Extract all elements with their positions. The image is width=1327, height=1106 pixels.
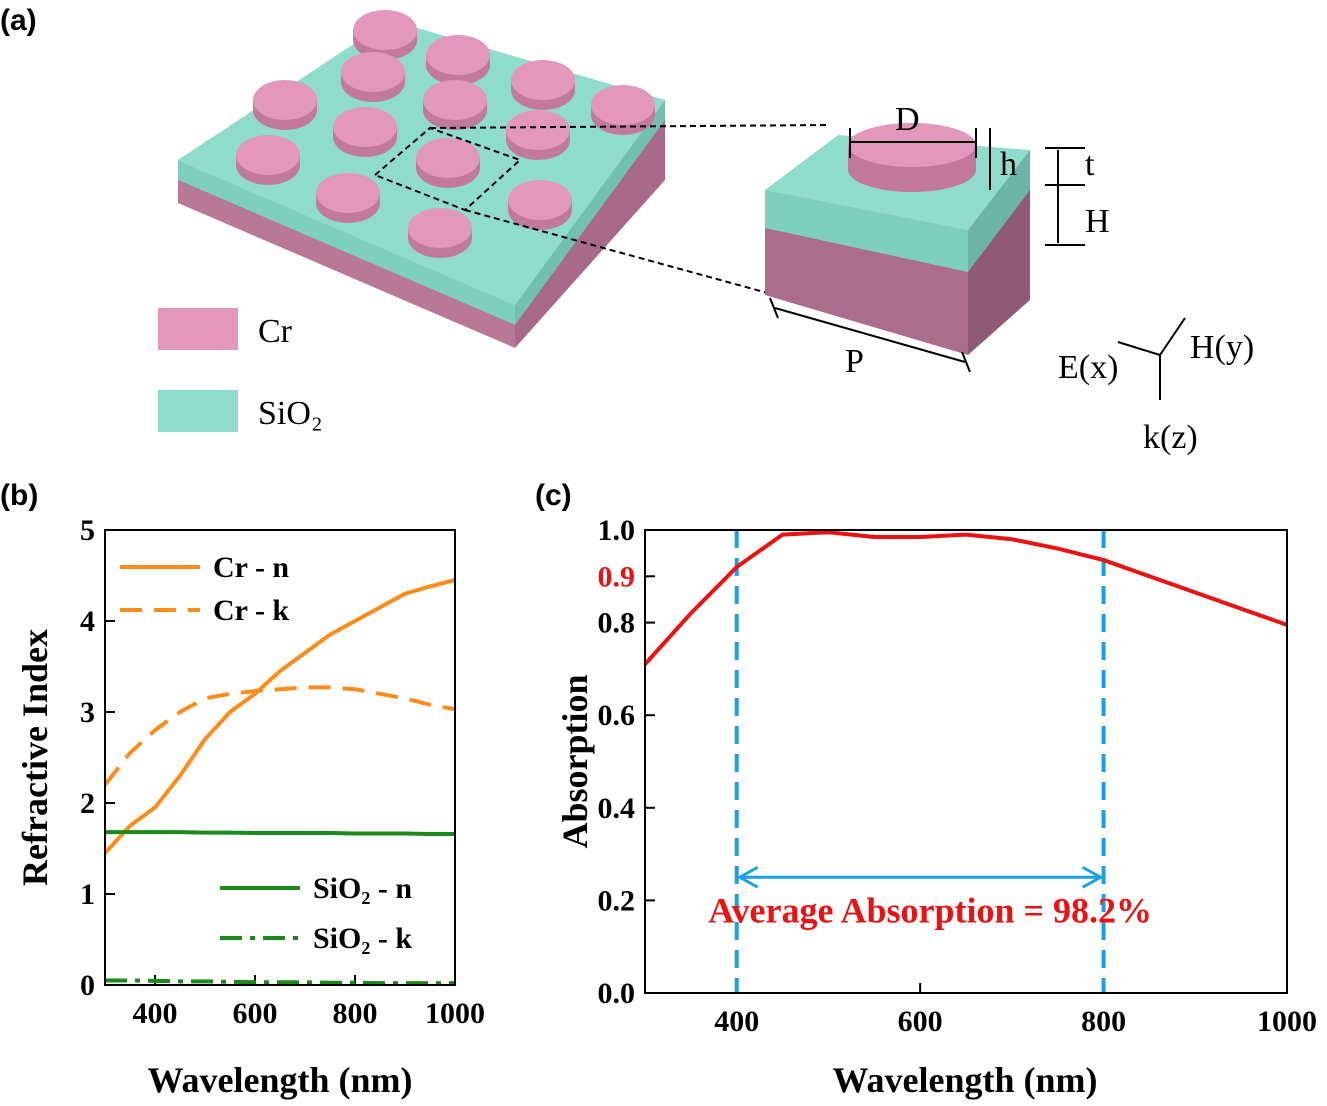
legend-swatch	[158, 390, 238, 432]
dim-label: h	[1000, 146, 1017, 183]
charts: (b) 0 1 2 3 4 5 400 600 800 1000 Wavelength (nm) Ref…	[0, 479, 1317, 1100]
annotation: Average Absorption = 98.2%	[708, 890, 1152, 930]
slab	[178, 10, 831, 348]
axis-dir-label: k(z)	[1143, 419, 1198, 456]
x-tick-label: 800	[333, 997, 378, 1030]
dim-label: t	[1085, 146, 1095, 183]
dim-label: D	[895, 101, 920, 138]
legend-label: SiO₂	[258, 395, 323, 432]
legend-label: Cr - k	[213, 594, 289, 627]
y-tick-label: 0.9	[598, 560, 636, 593]
plot-frame	[104, 529, 456, 986]
y-axis-title: Refractive Index	[15, 629, 55, 886]
x-tick-label: 600	[233, 997, 278, 1030]
y-tick-label: 0.0	[598, 977, 636, 1010]
x-tick-label: 1000	[425, 997, 485, 1030]
y-tick-label: 1	[80, 878, 95, 911]
y-tick-label: 0.8	[598, 607, 636, 640]
legend-label: Cr - n	[213, 551, 289, 584]
y-tick-label: 2	[80, 787, 95, 820]
y-tick-label: 4	[80, 605, 95, 638]
series-line	[643, 530, 1288, 666]
unit-cell	[765, 123, 1186, 400]
dim-label: P	[845, 343, 864, 380]
y-tick-label: 3	[80, 696, 95, 729]
legend-label: Cr	[258, 313, 293, 350]
legend-label: SiO₂ - n	[313, 872, 412, 905]
panel-label: (a)	[0, 4, 37, 37]
x-tick-label: 1000	[1257, 1005, 1317, 1038]
dimension-labels: D h t H P E(x) H(y) k(z)	[845, 101, 1254, 456]
x-tick-label: 400	[714, 1005, 759, 1038]
x-tick-label: 800	[1081, 1005, 1126, 1038]
axis-dir-label: H(y)	[1190, 329, 1254, 366]
y-tick-label: 0	[80, 969, 95, 1002]
legend-swatch	[158, 308, 238, 350]
x-axis-title: Wavelength (nm)	[833, 1060, 1098, 1100]
y-tick-label: 0.4	[598, 792, 636, 825]
series-line	[105, 978, 455, 986]
dim-label: H	[1085, 203, 1110, 240]
y-tick-label: 0.2	[598, 884, 636, 917]
legend-label: SiO₂ - k	[313, 922, 412, 955]
axis-dir-label: E(x)	[1058, 349, 1118, 386]
series-line	[103, 578, 456, 855]
panel-label: (b)	[0, 479, 38, 512]
series-line	[105, 830, 455, 836]
series-line	[103, 685, 456, 787]
x-tick-label: 400	[133, 997, 178, 1030]
panel-label: (c)	[535, 479, 572, 512]
range-arrow	[736, 865, 1104, 889]
y-tick-label: 0.6	[598, 699, 636, 732]
y-axis-title: Absorption	[555, 674, 595, 848]
x-tick-label: 600	[898, 1005, 943, 1038]
y-tick-label: 1.0	[598, 514, 636, 547]
y-tick-label: 5	[80, 514, 95, 547]
x-axis-title: Wavelength (nm)	[148, 1060, 413, 1100]
plot-frame	[644, 529, 1288, 994]
